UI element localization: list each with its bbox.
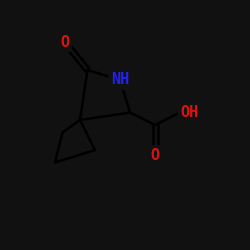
Text: O: O <box>150 148 160 162</box>
Text: OH: OH <box>180 105 198 120</box>
Text: NH: NH <box>111 72 129 88</box>
Text: O: O <box>60 35 70 50</box>
